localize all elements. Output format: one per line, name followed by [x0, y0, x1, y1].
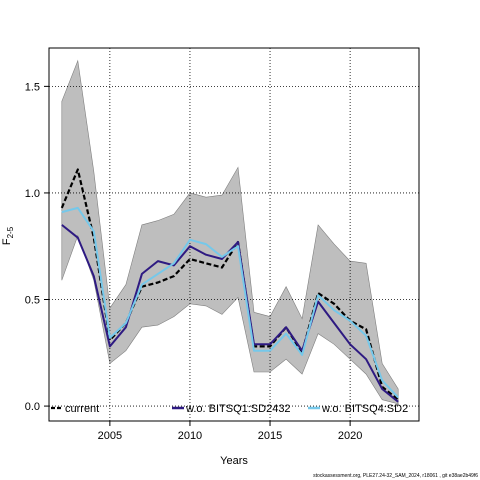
legend-label-w-o-bitsq4-sd2432: w.o. BITSQ4:SD2	[321, 403, 408, 415]
x-axis-title: Years	[220, 455, 248, 467]
legend: current w.o. BITSQ1:SD2432 w.o. BITSQ4:SD2	[51, 403, 408, 415]
series-lines	[60, 168, 399, 403]
x-tick-label-2020: 2020	[338, 430, 362, 442]
y-tick-label-1.5: 1.5	[25, 81, 40, 93]
legend-label-w-o-bitsq1-sd2432: w.o. BITSQ1:SD2432	[185, 403, 291, 415]
x-axis-ticks: 2005 2010 2015 2020	[98, 421, 362, 442]
x-tick-label-2015: 2015	[258, 430, 282, 442]
y-axis-ticks: 0.0 0.5 1.0 1.5	[25, 81, 49, 413]
series-line-w-o-bitsq4-sd2432	[61, 206, 399, 399]
y-tick-label-0.0: 0.0	[25, 401, 40, 413]
gridlines	[49, 48, 419, 421]
footer-credit: stockassessment.org, PLE27.24-32_SAM_202…	[313, 473, 478, 479]
legend-entries: current w.o. BITSQ1:SD2432 w.o. BITSQ4:SD2	[51, 403, 408, 415]
y-axis-title-main: F	[1, 238, 13, 245]
y-tick-label-0.5: 0.5	[25, 295, 40, 307]
confidence-band-layer	[61, 59, 399, 405]
legend-label-current: current	[65, 403, 99, 415]
x-tick-label-2005: 2005	[98, 430, 122, 442]
x-tick-label-2010: 2010	[178, 430, 202, 442]
y-axis-title-subscript: 2-5	[6, 226, 15, 238]
plot-frame	[48, 47, 420, 422]
confidence-band	[61, 59, 399, 405]
y-axis-title: F2-5	[1, 226, 15, 245]
y-tick-label-1.0: 1.0	[25, 188, 40, 200]
